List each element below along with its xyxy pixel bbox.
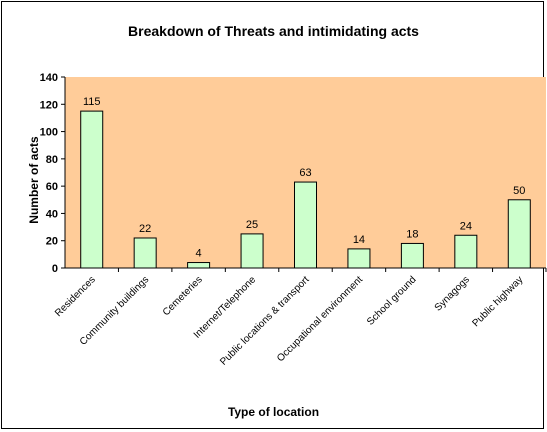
x-axis-label: Type of location [227,405,320,419]
data-labels-group: 115 22 4 25 63 14 18 24 50 [83,96,525,259]
y-tick-label: 60 [46,181,58,193]
bar [454,234,478,269]
bar [507,199,531,269]
data-label: 22 [139,223,151,235]
y-tick-label: 0 [52,263,58,275]
data-label: 63 [299,167,311,179]
data-label: 50 [513,185,525,197]
bar [187,262,211,269]
y-tick-label: 20 [46,236,58,248]
bar [240,233,264,269]
bar [400,242,424,269]
chart-title: Breakdown of Threats and intimidating ac… [128,23,419,39]
x-tick-label: Residences [53,274,98,319]
data-label: 4 [196,248,202,260]
y-tick-label: 80 [46,154,58,166]
data-label: 115 [83,96,101,108]
data-label: 25 [246,219,258,231]
bar [347,248,371,269]
data-label: 18 [406,228,418,240]
data-label: 14 [353,234,365,246]
x-tick-label: Cemeteries [161,274,205,318]
bar [133,237,157,269]
x-tick-label: School ground [365,274,418,327]
y-tick-label: 40 [46,208,58,220]
x-tick-label: Occupational environment [275,274,365,364]
bars-group [80,110,531,269]
y-tick-label: 140 [40,72,58,84]
y-ticks-group: 0 20 40 60 80 100 120 140 [40,72,65,275]
data-label: 24 [460,220,472,232]
bar [80,110,104,269]
y-tick-label: 100 [40,127,58,139]
bar [294,181,317,269]
x-tick-label: Public locations & transport [218,274,312,368]
x-tick-label: Synagogs [433,274,472,313]
y-tick-label: 120 [40,99,58,111]
x-tick-label: Public highway [470,274,525,329]
